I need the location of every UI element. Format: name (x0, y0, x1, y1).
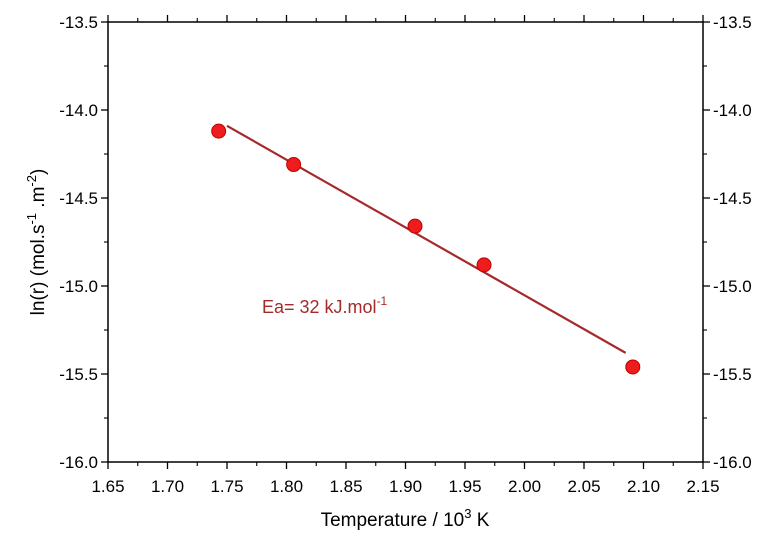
x-tick-label: 2.10 (627, 477, 660, 496)
x-tick-label: 1.70 (151, 477, 184, 496)
data-point (211, 123, 227, 139)
x-tick-label: 2.05 (567, 477, 600, 496)
data-point (625, 359, 641, 375)
x-tick-label: 1.75 (210, 477, 243, 496)
y-tick-label-right: -15.5 (713, 365, 752, 384)
x-tick-label: 2.00 (508, 477, 541, 496)
x-tick-label: 2.15 (686, 477, 719, 496)
y-tick-label-left: -14.5 (59, 189, 98, 208)
y-tick-label-left: -15.0 (59, 277, 98, 296)
y-tick-labels-left: -13.5 -14.0 -14.5 -15.0 -15.5 -16.0 (59, 13, 98, 472)
y-tick-label-left: -16.0 (59, 453, 98, 472)
x-tick-label: 1.80 (270, 477, 303, 496)
y-tick-label-right: -14.5 (713, 189, 752, 208)
x-axis-title: Temperature / 103 K (321, 506, 490, 531)
axis-ticks (101, 15, 710, 469)
x-tick-label: 1.95 (448, 477, 481, 496)
y-tick-label-right: -14.0 (713, 101, 752, 120)
data-point (286, 157, 302, 173)
x-tick-labels: 1.65 1.70 1.75 1.80 1.85 1.90 1.95 2.00 2.05 2.10… (91, 477, 719, 496)
x-tick-label: 1.65 (91, 477, 124, 496)
linear-fit-line (226, 124, 627, 354)
y-tick-label-left: -14.0 (59, 101, 98, 120)
y-tick-label-left: -15.5 (59, 365, 98, 384)
plot-frame (107, 21, 704, 463)
y-tick-label-right: -16.0 (713, 453, 752, 472)
y-tick-label-right: -13.5 (713, 13, 752, 32)
activation-energy-annotation: Ea= 32 kJ.mol-1 (262, 294, 388, 317)
x-tick-label: 1.90 (389, 477, 422, 496)
y-tick-labels-right: -13.5 -14.0 -14.5 -15.0 -15.5 -16.0 (713, 13, 752, 472)
fit-line (226, 124, 627, 354)
data-points (211, 123, 641, 375)
data-point (476, 257, 492, 273)
y-tick-label-right: -15.0 (713, 277, 752, 296)
y-axis-title: ln(r) (mol.s-1 .m-2) (24, 169, 49, 316)
x-tick-label: 1.85 (329, 477, 362, 496)
data-point (407, 218, 423, 234)
y-tick-label-left: -13.5 (59, 13, 98, 32)
